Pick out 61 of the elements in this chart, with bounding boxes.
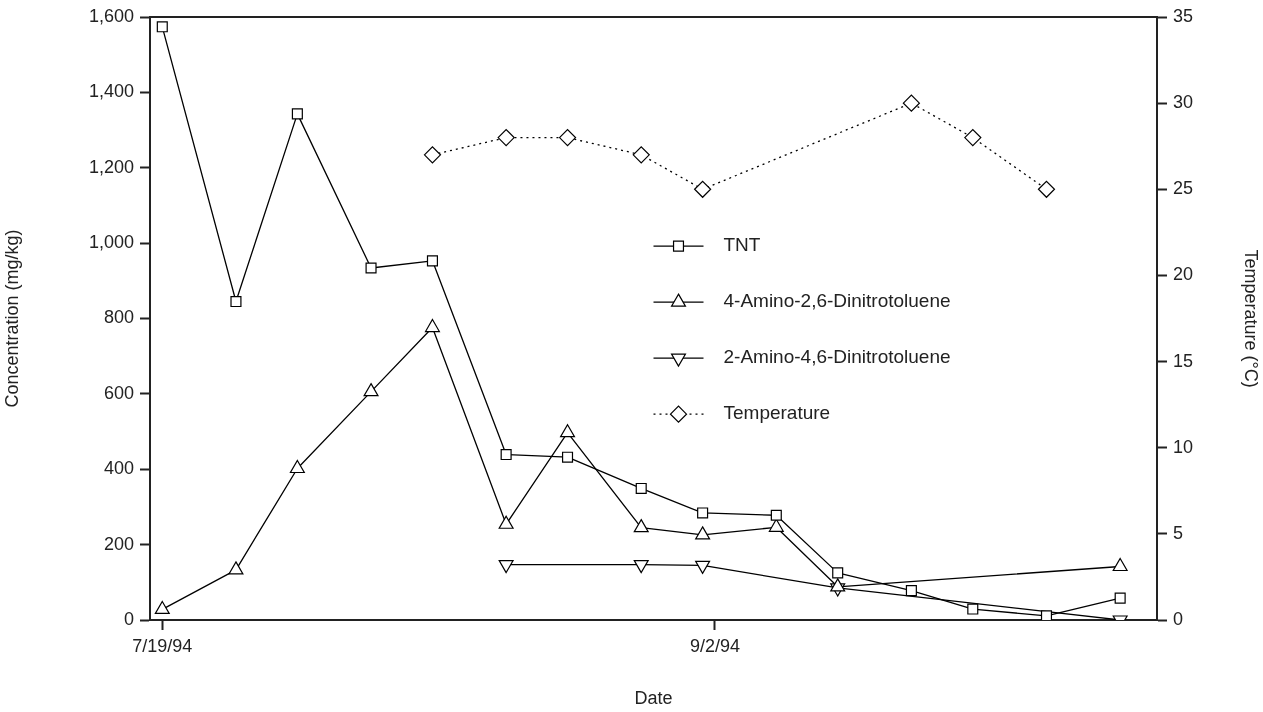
y-tick-label: 400	[103, 458, 134, 479]
point	[695, 526, 711, 540]
point	[632, 146, 650, 164]
point	[558, 129, 577, 147]
point	[561, 451, 574, 463]
point	[426, 255, 438, 267]
point	[768, 518, 784, 532]
y2-tick-label: 35	[1173, 5, 1194, 26]
legend-label: TNT	[723, 234, 761, 256]
point	[230, 295, 242, 308]
point	[365, 262, 377, 274]
point	[289, 459, 305, 474]
point	[902, 94, 920, 112]
y-tick-label: 800	[103, 307, 134, 328]
point	[424, 318, 440, 333]
point	[964, 129, 982, 147]
point	[363, 383, 379, 397]
y2-tick-label: 0	[1173, 608, 1184, 629]
y2-tick-label: 5	[1173, 522, 1184, 543]
point	[633, 519, 649, 533]
y-tick-label: 1,000	[88, 232, 134, 253]
y-tick-label: 200	[103, 533, 134, 554]
y2-tick-label: 10	[1173, 436, 1194, 457]
y-tick-label: 0	[123, 608, 134, 629]
point	[694, 180, 712, 198]
point	[1040, 610, 1053, 620]
point	[1037, 180, 1056, 198]
y2-tick-label: 30	[1173, 92, 1194, 113]
point	[832, 567, 844, 579]
y-tick-label: 1,400	[88, 81, 134, 102]
y2-tick-label: 15	[1173, 350, 1194, 371]
legend-label: 2-Amino-4,6-Dinitrotoluene	[723, 346, 951, 368]
point	[1114, 592, 1126, 604]
point	[560, 424, 576, 438]
y2-tick-label: 20	[1173, 264, 1194, 285]
point	[967, 603, 979, 615]
point	[497, 129, 515, 147]
y2-tick-label: 25	[1173, 178, 1194, 199]
y-tick-label: 1,200	[88, 156, 134, 177]
x-tick-label: 7/19/94	[132, 635, 193, 656]
point	[635, 482, 647, 495]
point	[830, 578, 846, 592]
x-tick-label: 9/2/94	[689, 635, 740, 656]
point	[156, 21, 168, 33]
point	[697, 507, 709, 519]
point	[1112, 557, 1128, 572]
y2-axis-title: Temperature (°C)	[1241, 249, 1262, 388]
y-tick-label: 1,600	[88, 5, 134, 26]
point	[228, 561, 244, 575]
x-axis-title: Date	[634, 688, 673, 709]
point	[498, 515, 514, 529]
legend-label: 4-Amino-2,6-Dinitrotoluene	[723, 290, 951, 312]
y-axis-title: Concentration (mg/kg)	[1, 229, 22, 408]
point	[770, 509, 782, 521]
point	[423, 146, 442, 164]
point	[905, 585, 917, 597]
legend-label: Temperature	[723, 402, 831, 424]
point	[154, 600, 170, 615]
point	[291, 108, 303, 120]
point	[500, 449, 512, 461]
y-tick-label: 600	[103, 382, 134, 403]
